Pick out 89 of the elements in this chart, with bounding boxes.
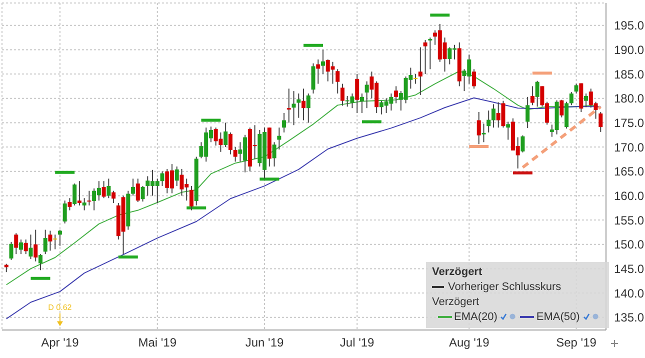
y-tick-label: 150.0: [614, 238, 644, 252]
candlestick: [472, 68, 476, 90]
x-tick-label: Apr '19: [41, 336, 80, 350]
legend-label: EMA(50): [535, 311, 581, 323]
annotation: Vorheriger Schlusskurs: [447, 280, 562, 295]
candlestick: [48, 230, 52, 252]
candlestick: [140, 185, 145, 202]
candlestick: [28, 234, 33, 260]
candlestick: [569, 92, 574, 106]
annotation: D 0.62: [48, 303, 72, 312]
y-tick-label: 155.0: [614, 213, 644, 228]
candlestick: [43, 229, 48, 255]
candlestick: [87, 190, 92, 206]
legend-title: Verzögert: [432, 265, 484, 280]
candlestick: [355, 74, 360, 114]
x-tick-label: Sep '19: [556, 336, 597, 350]
candlestick: [476, 112, 481, 145]
candlestick: [560, 99, 564, 118]
candlestick: [68, 198, 72, 211]
candlestick: [102, 180, 106, 199]
candlestick: [482, 123, 486, 143]
y-tick-label: 160.0: [614, 188, 644, 203]
candlestick: [394, 86, 398, 104]
candlestick: [131, 178, 136, 196]
candlestick: [189, 185, 194, 211]
candlestick: [106, 178, 111, 199]
candlestick: [306, 93, 310, 124]
candlestick: [336, 68, 340, 94]
y-tick-label: 165.0: [614, 164, 644, 179]
annotation: Verzögert: [432, 295, 480, 310]
y-tick-label: 170.0: [614, 140, 644, 154]
candlestick: [418, 46, 422, 96]
candlestick: [526, 96, 530, 129]
candlestick: [598, 112, 603, 132]
candlestick: [506, 121, 510, 140]
y-tick-label: 135.0: [614, 310, 644, 325]
candlestick: [24, 238, 28, 255]
candlestick: [282, 112, 286, 133]
x-tick-label: Jun '19: [245, 336, 284, 350]
x-tick-label: Aug '19: [448, 336, 490, 350]
candlestick: [428, 37, 432, 70]
candlestick: [302, 88, 306, 121]
candlestick: [58, 229, 62, 246]
candlestick: [340, 83, 344, 106]
candlestick: [53, 234, 58, 250]
candlestick: [228, 132, 232, 155]
y-tick-label: 185.0: [614, 67, 644, 82]
candlestick: [520, 134, 525, 153]
candlestick: [320, 49, 325, 75]
candlestick: [174, 166, 179, 186]
candlestick: [364, 80, 369, 109]
legend-label: EMA(20): [453, 311, 498, 323]
candlestick: [160, 170, 164, 186]
candlestick: [82, 198, 86, 211]
candlestick: [296, 93, 301, 118]
candlestick: [38, 254, 42, 271]
candlestick: [62, 200, 67, 224]
y-tick-label: 195.0: [614, 18, 644, 33]
candlestick: [72, 183, 77, 206]
candlestick: [423, 39, 428, 75]
candlestick: [530, 86, 534, 106]
candlestick: [34, 229, 38, 262]
y-tick-label: 145.0: [614, 262, 644, 276]
candlestick: [14, 232, 18, 255]
candlestick: [112, 190, 116, 204]
y-tick-label: 140.0: [614, 286, 644, 300]
y-tick-label: 175.0: [614, 116, 644, 130]
candlestick: [272, 142, 276, 167]
candlestick: [414, 74, 418, 84]
candlestick: [18, 238, 23, 255]
candlestick: [360, 93, 364, 114]
y-tick-label: 190.0: [614, 42, 644, 57]
candlestick: [292, 90, 296, 126]
candlestick: [584, 93, 588, 108]
x-tick-label: Jul '19: [340, 336, 375, 350]
candlestick: [311, 62, 316, 94]
candlestick: [535, 80, 540, 108]
candlestick: [286, 88, 291, 124]
candlestick: [9, 241, 14, 260]
candlestick: [574, 83, 578, 94]
candlestick: [316, 58, 320, 84]
y-tick-label: 180.0: [614, 92, 644, 106]
candlestick: [277, 127, 282, 150]
candlestick: [233, 146, 238, 162]
candlestick: [77, 180, 82, 206]
candlestick: [564, 101, 569, 130]
candlestick: [136, 178, 140, 203]
candlestick: [224, 122, 228, 148]
x-tick-label: Mai '19: [138, 336, 177, 350]
